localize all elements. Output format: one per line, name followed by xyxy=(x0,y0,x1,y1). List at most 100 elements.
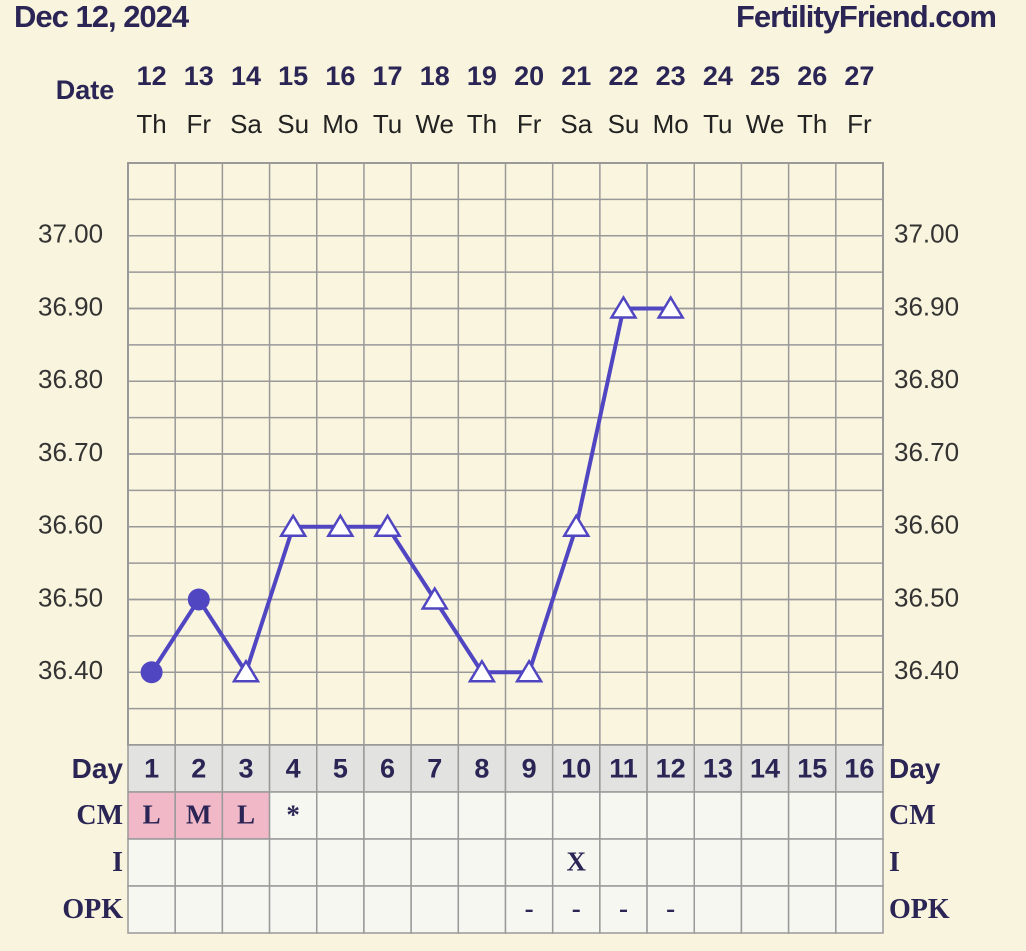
temperature-line xyxy=(149,306,671,675)
date-number: 21 xyxy=(561,61,591,91)
table-cell xyxy=(316,791,365,840)
date-number: 23 xyxy=(656,61,686,91)
y-tick-label: 36.40 xyxy=(38,655,103,685)
cell-text: L xyxy=(143,800,161,830)
table-cell xyxy=(599,838,648,887)
table-cell xyxy=(835,838,884,887)
cell-text: 7 xyxy=(427,754,442,784)
table-cell xyxy=(268,885,318,934)
y-tick-label: 36.80 xyxy=(38,364,103,394)
temperature-point xyxy=(467,658,497,683)
y-tick-label-right: 36.60 xyxy=(894,510,959,540)
table-cell xyxy=(410,838,460,887)
table-cell xyxy=(740,744,790,793)
table-cell xyxy=(457,791,507,840)
table-cell xyxy=(740,838,790,887)
temperature-point xyxy=(187,588,210,611)
table-cell xyxy=(221,838,271,887)
cell-text: 6 xyxy=(380,754,395,784)
date-label: Date xyxy=(56,75,115,105)
table-cell xyxy=(835,791,884,840)
cell-text: 3 xyxy=(238,754,253,784)
table-cell xyxy=(551,791,601,840)
table-cell xyxy=(504,791,554,840)
temperature-point xyxy=(278,513,308,537)
table-cell xyxy=(646,885,695,934)
cell-text: 13 xyxy=(703,754,733,784)
table-cell xyxy=(787,838,837,887)
date-number: 24 xyxy=(703,61,733,91)
cell-text: - xyxy=(666,894,675,924)
date-number: 22 xyxy=(608,61,638,91)
cell-text: 5 xyxy=(333,754,348,784)
y-tick-label: 36.60 xyxy=(38,510,103,540)
date-number: 25 xyxy=(750,61,780,91)
date-number: 15 xyxy=(278,61,308,91)
table-cell xyxy=(316,744,365,793)
table-cell xyxy=(787,885,837,934)
weekday: Tu xyxy=(373,109,402,139)
date-number: 26 xyxy=(797,61,827,91)
row-label-right: I xyxy=(889,847,900,878)
weekday: Tu xyxy=(703,109,732,139)
weekday: Fr xyxy=(847,109,872,139)
cell-text: 2 xyxy=(191,754,206,784)
weekday: We xyxy=(746,109,785,139)
table-cell xyxy=(174,885,224,934)
table-cell xyxy=(835,885,884,934)
weekday: Su xyxy=(608,109,640,139)
temperature-point xyxy=(140,661,163,684)
table-cell xyxy=(693,885,743,934)
temperature-point xyxy=(373,513,402,537)
date-number: 27 xyxy=(844,61,874,91)
weekday: Fr xyxy=(517,109,542,139)
y-tick-label-right: 36.50 xyxy=(894,582,959,612)
table-cell xyxy=(740,791,790,840)
row-label: OPK xyxy=(62,894,123,925)
table-cell xyxy=(504,838,554,887)
cell-text: M xyxy=(186,800,211,830)
row-label: I xyxy=(112,847,123,878)
weekday: Mo xyxy=(322,109,358,139)
date-number: 18 xyxy=(420,61,450,91)
table-cell xyxy=(268,838,318,887)
table-cell xyxy=(268,791,318,840)
cell-text: 4 xyxy=(286,754,301,784)
temperature-point xyxy=(514,658,544,683)
cell-text: 11 xyxy=(609,754,638,784)
y-tick-label-right: 36.40 xyxy=(894,655,959,685)
table-cell xyxy=(457,885,507,934)
temperature-point xyxy=(326,513,355,537)
temperature-point xyxy=(420,586,449,610)
date-number: 16 xyxy=(325,61,355,91)
y-tick-label-right: 37.00 xyxy=(894,219,959,249)
temperature-point xyxy=(609,295,638,319)
weekday: Su xyxy=(277,109,309,139)
table-cell xyxy=(221,885,271,934)
weekday: Th xyxy=(467,109,497,139)
table-cell xyxy=(174,838,224,887)
weekday: Sa xyxy=(560,109,592,139)
temperature-point xyxy=(656,295,685,319)
row-label: Day xyxy=(72,753,124,784)
cell-text: L xyxy=(237,800,255,830)
y-tick-label: 36.70 xyxy=(38,437,103,467)
table-cell xyxy=(693,791,743,840)
table-cell xyxy=(646,838,695,887)
row-label: CM xyxy=(76,800,123,831)
y-tick-label: 36.90 xyxy=(38,291,103,321)
cell-text: - xyxy=(525,894,534,924)
table-cell xyxy=(127,885,176,934)
table-cell xyxy=(316,885,365,934)
row-label-right: OPK xyxy=(889,894,950,925)
table-cell xyxy=(693,838,743,887)
table-cell xyxy=(221,791,271,840)
date-number: 17 xyxy=(373,61,403,91)
weekday: We xyxy=(415,109,454,139)
weekday: Sa xyxy=(230,109,262,139)
table-cell xyxy=(599,885,648,934)
weekday: Mo xyxy=(653,109,689,139)
y-tick-label: 37.00 xyxy=(38,219,103,249)
cell-text: X xyxy=(567,847,587,877)
weekday: Th xyxy=(136,109,166,139)
